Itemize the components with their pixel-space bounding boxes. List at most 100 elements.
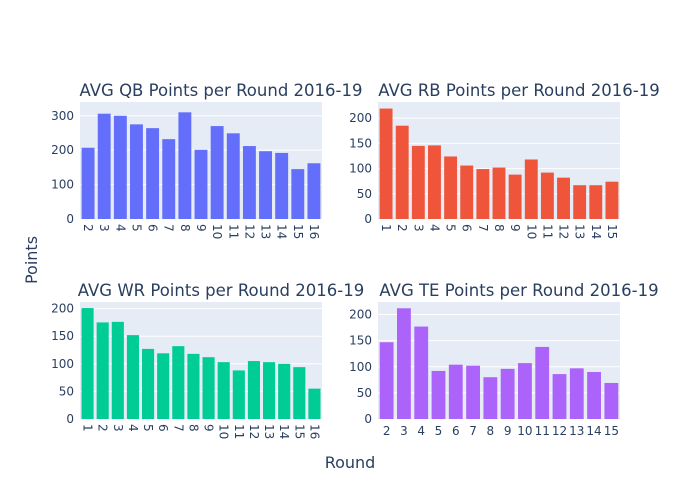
rb-bar [460, 165, 474, 219]
rb-bar [508, 174, 522, 219]
wr-y-tick-label: 100 [51, 357, 74, 371]
y-axis-title: Points [22, 236, 41, 284]
wr-x-tick-label: 12 [247, 424, 261, 439]
qb-x-tick-label: 14 [275, 224, 289, 239]
rb-x-tick-label: 13 [573, 224, 587, 239]
wr-bar [126, 335, 139, 419]
rb-bar [557, 177, 570, 219]
rb-bar [428, 145, 441, 219]
te-bar [414, 326, 429, 419]
wr-x-tick-label: 2 [96, 424, 110, 432]
rb-bar [573, 185, 587, 219]
rb-x-tick-label: 6 [460, 224, 474, 232]
qb-x-tick-label: 7 [162, 224, 176, 232]
qb-x-tick-label: 3 [97, 224, 111, 232]
rb-bar [524, 159, 538, 219]
qb-bar [130, 124, 143, 219]
qb-bar [226, 133, 240, 219]
wr-x-tick-label: 11 [232, 424, 246, 439]
qb-x-tick-label: 13 [259, 224, 273, 239]
x-axis-title: Round [325, 453, 376, 472]
te-bar [379, 342, 394, 419]
wr-bar [157, 353, 170, 419]
te-bar [500, 368, 515, 419]
rb-x-tick-label: 10 [524, 224, 538, 239]
te-x-tick-label: 12 [552, 424, 567, 438]
te-x-tick-label: 2 [383, 424, 391, 438]
rb-y-tick-label: 50 [357, 187, 372, 201]
wr-bar [111, 321, 124, 419]
qb-bar [307, 163, 321, 219]
qb-bar [210, 126, 224, 219]
rb-x-tick-label: 7 [476, 224, 490, 232]
wr-bar [217, 362, 230, 419]
te-x-tick-label: 11 [535, 424, 550, 438]
wr-bar [263, 362, 276, 419]
wr-bar [81, 308, 94, 419]
qb-x-tick-label: 8 [178, 224, 192, 232]
qb-x-tick-label: 16 [307, 224, 321, 239]
wr-bar [232, 370, 245, 419]
wr-x-tick-label: 9 [202, 424, 216, 432]
rb-bar [605, 181, 619, 219]
qb-bar [97, 113, 111, 219]
te-bar [518, 363, 532, 419]
te-subplot-title: AVG TE Points per Round 2016-19 [379, 281, 658, 300]
te-x-tick-label: 3 [400, 424, 408, 438]
te-bar [604, 382, 619, 419]
wr-x-tick-label: 5 [141, 424, 155, 432]
wr-bar [247, 361, 260, 419]
te-x-tick-label: 7 [469, 424, 477, 438]
qb-bar [194, 149, 208, 219]
wr-x-tick-label: 3 [111, 424, 125, 432]
wr-x-tick-label: 10 [217, 424, 231, 439]
qb-x-tick-label: 2 [81, 224, 95, 232]
qb-x-tick-label: 11 [226, 224, 240, 239]
qb-subplot: 0 100 200 300 2 3 4 5 6 7 8 9 10 11 12 13 14 15 16 AVG QB P… [51, 81, 362, 239]
rb-x-tick-label: 4 [427, 224, 441, 232]
rb-bar [492, 167, 506, 219]
te-x-tick-label: 15 [604, 424, 619, 438]
wr-bar [293, 367, 306, 419]
qb-bar [146, 128, 160, 219]
wr-bar [187, 353, 200, 419]
rb-x-tick-label: 2 [395, 224, 409, 232]
qb-y-tick-label: 300 [51, 109, 74, 123]
te-y-tick-label: 200 [349, 308, 372, 322]
te-bar [431, 370, 446, 419]
te-x-tick-label: 13 [569, 424, 584, 438]
wr-x-tick-label: 14 [277, 424, 291, 439]
rb-subplot-title: AVG RB Points per Round 2016-19 [378, 81, 659, 100]
te-x-tick-label: 4 [417, 424, 425, 438]
wr-y-tick-label: 50 [59, 384, 74, 398]
wr-x-tick-label: 8 [186, 424, 200, 432]
qb-bar [259, 151, 272, 219]
rb-bar [411, 145, 425, 219]
wr-bar [172, 346, 185, 419]
te-bar [552, 374, 567, 419]
rb-x-tick-label: 1 [379, 224, 393, 232]
te-x-tick-label: 14 [586, 424, 601, 438]
wr-x-tick-label: 6 [156, 424, 170, 432]
wr-x-tick-label: 15 [292, 424, 306, 439]
qb-subplot-title: AVG QB Points per Round 2016-19 [80, 81, 363, 100]
qb-x-tick-label: 4 [113, 224, 127, 232]
rb-bar [476, 169, 490, 219]
qb-bar [291, 169, 305, 219]
wr-bar [202, 357, 215, 419]
te-y-tick-label: 100 [349, 360, 372, 374]
wr-y-tick-label: 200 [51, 302, 74, 316]
rb-bar [395, 125, 409, 219]
wr-x-tick-label: 4 [126, 424, 140, 432]
rb-bar [540, 172, 554, 219]
te-bar [587, 371, 601, 419]
wr-bar [96, 322, 109, 419]
rb-bar [589, 185, 603, 219]
qb-x-tick-label: 10 [210, 224, 224, 239]
rb-y-tick-label: 200 [349, 111, 372, 125]
wr-bar [142, 348, 155, 419]
wr-y-tick-label: 0 [66, 412, 74, 426]
